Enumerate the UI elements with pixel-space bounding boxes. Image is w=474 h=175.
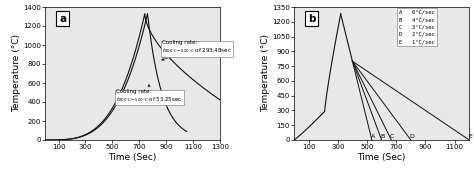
X-axis label: Time (Sec): Time (Sec) — [357, 153, 406, 162]
Y-axis label: Temperature (°C): Temperature (°C) — [12, 34, 21, 113]
Text: Cooling rate:
$t_{800°C-500°C}$ of 293.48sec: Cooling rate: $t_{800°C-500°C}$ of 293.4… — [162, 40, 232, 60]
Text: B: B — [380, 134, 384, 139]
Text: D: D — [409, 134, 414, 139]
Y-axis label: Temperature (°C): Temperature (°C) — [262, 34, 271, 113]
Text: E: E — [468, 134, 472, 139]
Text: a: a — [59, 14, 66, 24]
X-axis label: Time (Sec): Time (Sec) — [109, 153, 157, 162]
Text: A   6°C/sec
B   4°C/sec
C   3°C/sec
D   2°C/sec
E   1°C/sec: A 6°C/sec B 4°C/sec C 3°C/sec D 2°C/sec … — [399, 10, 435, 44]
Text: b: b — [308, 14, 316, 24]
Text: C: C — [390, 134, 394, 139]
Text: Cooling rate:
$t_{800°C-500°C}$ of 53.25sec: Cooling rate: $t_{800°C-500°C}$ of 53.25… — [117, 85, 182, 104]
Text: A: A — [371, 134, 375, 139]
